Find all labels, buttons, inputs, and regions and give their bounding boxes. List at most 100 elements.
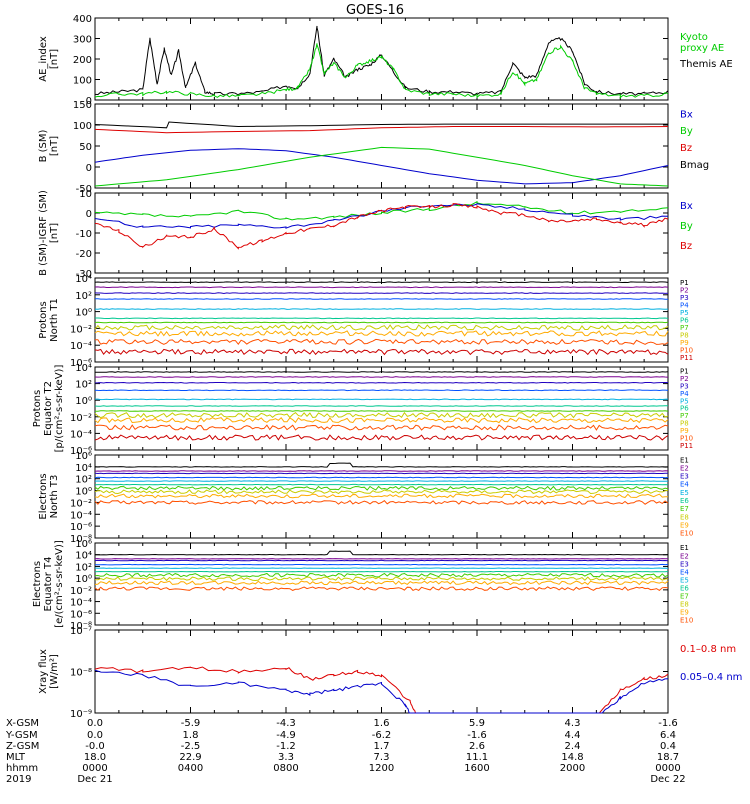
y-tick-label: 10⁻² (70, 498, 92, 509)
y-axis-label: AE_index[nT] (38, 36, 60, 82)
legend-item-line: Bz (680, 143, 692, 154)
legend-item-line: E7 (680, 592, 689, 600)
series-P11 (95, 349, 668, 354)
xaxis-value: 0.0 (87, 730, 103, 741)
y-tick-label: 100 (73, 76, 92, 87)
series-P9 (95, 418, 668, 423)
xaxis-value: 1600 (464, 763, 489, 774)
legend-bigrf: Bx By Bz (680, 201, 693, 252)
panel-e_north: 10⁶10⁴10²10⁰10⁻²10⁻⁴10⁻⁶10⁻⁸ElectronsNor… (38, 451, 693, 545)
y-axis-label-line: [e/(cm²-s-sr-keV)] (54, 540, 65, 628)
xaxis-value: -0.0 (85, 741, 105, 752)
y-axis-label-line: B (SM) (38, 129, 49, 162)
series-P7 (95, 411, 668, 412)
y-axis-label-line: Equator T4 (43, 557, 54, 612)
series-Kyoto-proxy-AE (95, 43, 668, 97)
xaxis-row-label: Z-GSM (6, 741, 39, 752)
series-P3 (95, 383, 668, 384)
y-axis-label-line: Electrons (32, 561, 43, 607)
series-Themis-AE (95, 26, 668, 95)
xaxis-value: 7.3 (374, 752, 390, 763)
legend-item: Themis AE (679, 59, 733, 70)
legend-item: E4 (680, 481, 689, 489)
y-axis-label: ProtonsNorth T1 (38, 298, 60, 342)
y-tick-label: 10⁰ (75, 487, 92, 498)
series-E3 (95, 560, 668, 561)
series-Bz (95, 127, 668, 133)
legend-item-line: E4 (680, 481, 689, 489)
xaxis-value: -6.2 (372, 730, 392, 741)
y-tick-label: 10⁻² (70, 586, 92, 597)
xaxis-value: -4.3 (276, 718, 296, 729)
xaxis-value: -1.6 (658, 718, 678, 729)
legend-item-line: Bx (680, 201, 693, 212)
series-P1 (95, 282, 668, 283)
y-tick-label: -10 (76, 229, 92, 240)
series-P8 (95, 325, 668, 330)
legend-item: By (680, 221, 693, 232)
xaxis-row-label: 2019 (6, 774, 31, 785)
panel-frame (95, 18, 668, 100)
legend-item-line: E6 (680, 497, 689, 505)
y-tick-label: 10⁻⁸ (70, 668, 92, 679)
series-E4 (95, 477, 668, 478)
y-axis-label-line: [W/m²] (49, 654, 60, 689)
series-E9 (95, 581, 668, 584)
series-E7 (95, 574, 668, 578)
legend-item-line: E6 (680, 584, 689, 592)
legend-item-line: 0.05–0.4 nm (680, 672, 742, 683)
xaxis-value: 4.3 (565, 718, 581, 729)
legend-item-line: proxy AE (680, 43, 724, 54)
y-tick-label: 0 (86, 163, 92, 174)
y-tick-label: 10² (75, 380, 92, 391)
legend-item: E10 (680, 617, 693, 625)
xaxis-value: 14.8 (561, 752, 583, 763)
y-axis-label-line: North T1 (49, 298, 60, 342)
legend-item-line: 0.1–0.8 nm (680, 644, 736, 655)
y-tick-label: 200 (73, 55, 92, 66)
xaxis-value: 1.7 (374, 741, 390, 752)
y-tick-label: 50 (79, 142, 92, 153)
legend-item-line: E9 (680, 521, 689, 529)
legend-item-line: P11 (680, 354, 693, 362)
y-tick-label: 400 (73, 14, 92, 25)
legend-item: E3 (680, 473, 689, 481)
xaxis-value: 2.4 (565, 741, 581, 752)
series-P10 (95, 339, 668, 344)
series-E10 (95, 587, 668, 591)
y-tick-label: 10⁻⁷ (70, 626, 92, 637)
legend-item-line: E8 (680, 601, 689, 609)
legend-item-line: E3 (680, 473, 689, 481)
y-axis-label-line: AE_index (38, 36, 49, 82)
y-tick-label: 10⁰ (75, 396, 92, 407)
legend-item: 0.1–0.8 nm (680, 644, 736, 655)
legend-item-line: Bz (680, 241, 692, 252)
xaxis-value: 18.0 (84, 752, 106, 763)
legend-item: E9 (680, 609, 689, 617)
xaxis-value: 3.3 (278, 752, 294, 763)
series-By (95, 147, 668, 186)
series-E10 (95, 501, 668, 505)
y-tick-label: 10⁻⁴ (70, 341, 92, 352)
series-P5 (95, 309, 668, 310)
xaxis-value: Dec 22 (650, 774, 685, 785)
series-E7 (95, 486, 668, 490)
legend-item-line: E9 (680, 609, 689, 617)
panel-frame (95, 193, 668, 273)
series-P7 (95, 322, 668, 323)
legend-item: Bz (680, 241, 692, 252)
legend-item: E10 (680, 530, 693, 538)
y-tick-label: 10⁰ (75, 574, 92, 585)
legend-item: E1 (680, 456, 689, 464)
legend-item: E4 (680, 568, 689, 576)
xaxis-value: 1200 (369, 763, 394, 774)
legend-item-line: Bx (680, 109, 693, 120)
y-axis-label: ProtonsEquator T2[p/(cm²-s-sr-keV)] (32, 365, 65, 453)
